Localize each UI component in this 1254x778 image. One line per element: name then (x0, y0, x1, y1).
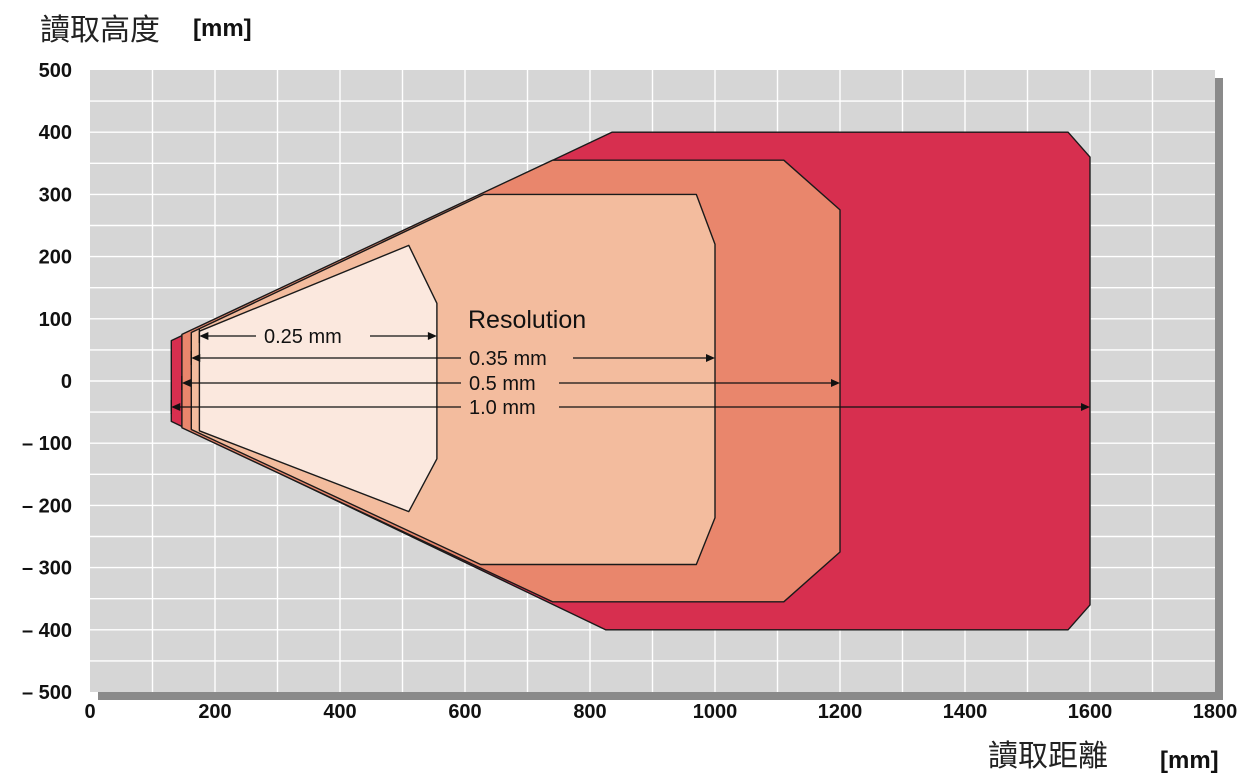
y-tick-label: – 300 (22, 558, 72, 580)
arrowhead-right-0-25-mm (427, 332, 437, 340)
y-tick-label: 500 (39, 60, 72, 82)
x-tick-label: 400 (323, 701, 356, 723)
resolution-zones (170, 131, 1091, 631)
y-tick-label: – 100 (22, 433, 72, 455)
y-tick-label: 100 (39, 309, 72, 331)
y-tick-label: – 200 (22, 495, 72, 517)
y-tick-labels: 500 400 300 200 100 0 – 100 – 200 – 300 – 400 – 50… (22, 60, 72, 704)
arrowhead-left-0-5-mm (181, 379, 191, 387)
y-tick-label: – 400 (22, 620, 72, 642)
x-tick-label: 1600 (1068, 701, 1113, 723)
arrowhead-right-1-0-mm (1081, 403, 1090, 411)
resolution-label: 0.5 mm (469, 373, 536, 395)
arrowhead-left-0-35-mm (191, 354, 201, 362)
x-tick-labels: 0 200 400 600 800 1000 1200 1400 1600 1800 (84, 701, 1237, 723)
x-tick-label: 0 (84, 701, 95, 723)
x-tick-label: 200 (198, 701, 231, 723)
y-tick-label: 200 (39, 247, 72, 269)
x-tick-label: 600 (448, 701, 481, 723)
resolution-label: 0.25 mm (264, 326, 342, 348)
y-axis-unit: [mm] (193, 15, 252, 42)
resolution-label: 1.0 mm (469, 397, 536, 419)
y-tick-label: 300 (39, 184, 72, 206)
arrowhead-left-0-25-mm (199, 332, 209, 340)
arrowhead-right-0-5-mm (831, 379, 840, 387)
x-tick-label: 800 (573, 701, 606, 723)
y-axis-title: 讀取高度 (40, 13, 160, 48)
x-tick-label: 1200 (818, 701, 863, 723)
x-axis-title: 讀取距離 (988, 739, 1108, 774)
resolution-annotations: Resolution 1.0 mm0.5 mm 0.35 mm 0.25 mm (170, 306, 1090, 419)
resolution-title: Resolution (468, 306, 586, 334)
arrowhead-right-0-35-mm (706, 354, 715, 362)
arrowhead-left-1-0-mm (171, 403, 181, 411)
x-tick-label: 1800 (1193, 701, 1238, 723)
x-tick-label: 1400 (943, 701, 988, 723)
x-axis-unit: [mm] (1160, 747, 1219, 774)
y-tick-label: 0 (61, 371, 72, 393)
zone-0-25-mm-mm (198, 244, 438, 513)
y-tick-label: 400 (39, 122, 72, 144)
resolution-label: 0.35 mm (469, 348, 547, 370)
x-tick-label: 1000 (693, 701, 738, 723)
y-tick-label: – 500 (22, 682, 72, 704)
